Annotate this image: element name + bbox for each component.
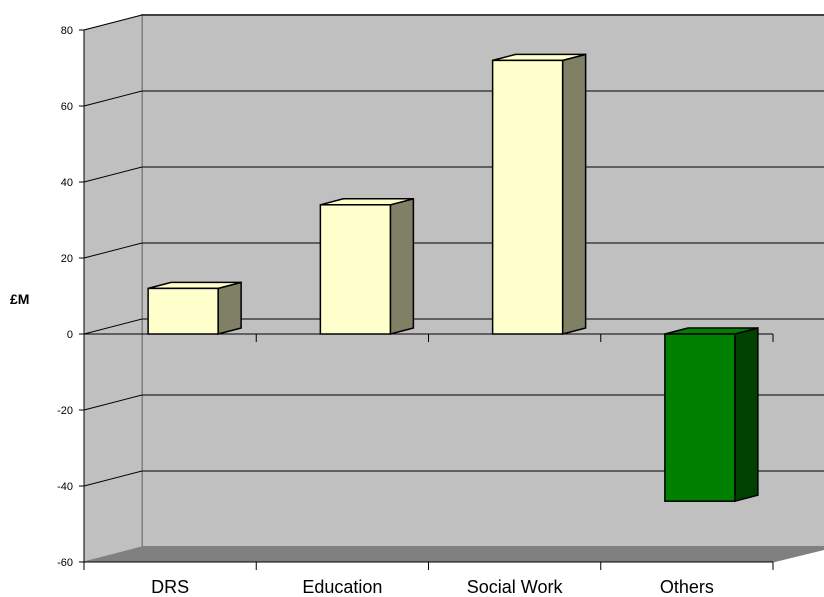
bar-front xyxy=(147,287,219,335)
bar-front xyxy=(491,59,564,335)
chart-walls xyxy=(83,14,824,563)
bar-drs xyxy=(147,281,242,335)
y-tick-label: 80 xyxy=(61,25,73,37)
bar-side xyxy=(734,327,759,503)
x-category-label: Social Work xyxy=(467,577,564,597)
bar-education xyxy=(319,197,415,335)
bar-side xyxy=(217,281,242,335)
bar-others xyxy=(664,327,759,503)
bars xyxy=(147,53,759,503)
labels: 80 60 40 20 0 -20 -40 -60 DRS Education Social Wor… xyxy=(10,25,714,597)
side-wall xyxy=(83,14,143,563)
y-axis-label: £M xyxy=(10,291,29,307)
gridline-diagonal xyxy=(83,90,143,107)
gridline-diagonal xyxy=(83,470,143,487)
bar-side xyxy=(561,53,587,335)
floor xyxy=(83,546,824,563)
y-tick-label: -20 xyxy=(57,405,73,417)
y-tick-label: -40 xyxy=(57,481,73,493)
bar-side xyxy=(389,197,415,335)
y-tick-label: 40 xyxy=(61,177,73,189)
bar-social-work xyxy=(491,53,587,335)
bar-front xyxy=(319,204,392,335)
gridline-diagonal xyxy=(83,394,143,411)
bar-front xyxy=(664,333,736,502)
gridline-diagonal xyxy=(83,242,143,259)
x-category-label: Education xyxy=(302,577,382,597)
gridline-diagonal xyxy=(83,14,143,31)
gridline-diagonal xyxy=(83,318,143,335)
y-tick-label: 0 xyxy=(67,329,73,341)
y-tick-label: 20 xyxy=(61,253,73,265)
x-category-label: DRS xyxy=(151,577,189,597)
y-tick-label: -60 xyxy=(57,557,73,569)
y-tick-label: 60 xyxy=(61,101,73,113)
x-category-label: Others xyxy=(660,577,714,597)
gridline-diagonal xyxy=(83,166,143,183)
